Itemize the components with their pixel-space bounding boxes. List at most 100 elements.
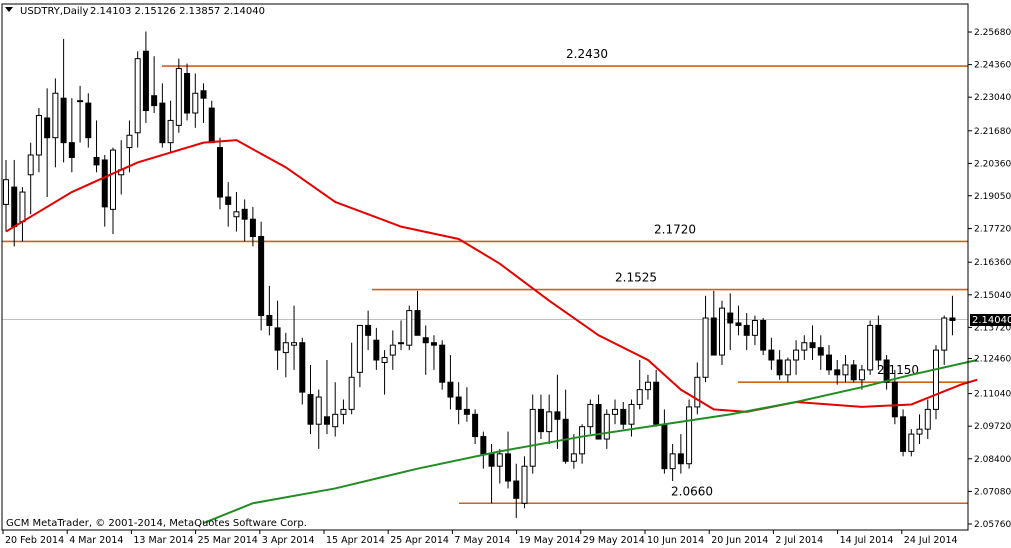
y-tick-label: 2.20360	[974, 159, 1011, 169]
x-tick-label: 25 Apr 2014	[390, 535, 449, 546]
candle-body	[677, 453, 684, 465]
candle-body	[282, 342, 289, 354]
candle-body	[340, 408, 347, 415]
candle-body	[900, 416, 907, 452]
candle-body	[463, 408, 470, 415]
candle-body	[266, 315, 273, 326]
x-tick-label: 29 May 2014	[583, 535, 645, 546]
candle-body	[389, 344, 396, 356]
candle-body	[406, 310, 413, 346]
candle-body	[924, 408, 931, 430]
candle-body	[603, 413, 610, 440]
candle-body	[850, 364, 857, 381]
candle-body	[496, 453, 503, 467]
candle-body	[686, 406, 693, 465]
candle-body	[751, 319, 758, 336]
candle-body	[175, 68, 182, 126]
candle-body	[480, 436, 487, 455]
candle-body	[52, 92, 59, 139]
candle-body	[192, 92, 199, 114]
candle-body	[817, 347, 824, 356]
x-tick-label: 3 Apr 2014	[262, 535, 315, 546]
candle-body	[702, 317, 709, 378]
candle-body	[661, 423, 668, 470]
candle-body	[472, 413, 479, 438]
candle-body	[612, 408, 619, 415]
x-tick-label: 14 Jul 2014	[840, 535, 894, 546]
candle-body	[743, 324, 750, 336]
candle-body	[35, 114, 42, 156]
level-label: 2.1525	[615, 271, 657, 285]
candle-body	[422, 337, 429, 344]
candle-body	[776, 359, 783, 376]
candle-body	[398, 342, 405, 345]
y-tick-label: 2.17720	[974, 225, 1011, 235]
candle-body	[208, 107, 215, 144]
candle-body	[315, 396, 322, 425]
y-tick-label: 2.13720	[974, 323, 1011, 333]
candles	[3, 31, 956, 519]
candle-body	[159, 102, 166, 144]
x-tick-label: 4 Mar 2014	[69, 535, 123, 546]
candle-body	[447, 381, 454, 398]
candle-body	[332, 413, 339, 428]
candle-body	[93, 156, 100, 166]
candle-body	[932, 349, 939, 410]
candle-body	[735, 322, 742, 326]
candle-body	[513, 480, 520, 499]
candle-body	[719, 307, 726, 356]
candle-body	[529, 408, 536, 467]
plot-frame	[1, 3, 969, 531]
candle-body	[225, 196, 232, 205]
candle-body	[521, 465, 528, 504]
candle-body	[505, 453, 512, 482]
candle-body	[587, 403, 594, 428]
y-tick-label: 2.05760	[974, 520, 1011, 530]
candle-body	[44, 117, 51, 139]
candle-body	[455, 396, 462, 410]
candle-body	[488, 453, 495, 467]
candle-body	[826, 354, 832, 371]
candle-body	[842, 364, 849, 376]
candle-body	[570, 453, 577, 462]
candle-body	[579, 426, 586, 455]
candle-body	[85, 102, 92, 139]
candle-body	[620, 408, 627, 425]
candle-body	[595, 403, 602, 440]
candle-body	[323, 416, 330, 425]
candle-body	[430, 342, 437, 346]
candle-body	[167, 119, 174, 144]
candle-body	[628, 403, 635, 425]
candle-body	[916, 428, 923, 435]
dropdown-icon[interactable]	[5, 7, 13, 12]
candle-body	[200, 90, 207, 99]
candle-body	[644, 381, 651, 391]
candle-body	[809, 342, 816, 349]
candle-body	[636, 389, 643, 405]
candle-body	[546, 411, 553, 433]
candle-body	[356, 324, 363, 373]
y-tick-label: 2.21680	[974, 127, 1011, 137]
price-tag	[970, 314, 1011, 326]
candle-body	[760, 319, 767, 351]
candle-body	[373, 339, 380, 361]
candle-body	[101, 159, 108, 208]
level-label: 2.0660	[671, 484, 713, 498]
level-label: 2.2430	[566, 47, 608, 61]
x-tick-label: 25 Mar 2014	[198, 535, 258, 546]
candle-body	[249, 218, 256, 238]
candle-body	[669, 453, 676, 470]
candle-body	[365, 324, 372, 336]
ma-green-line	[203, 359, 978, 524]
y-tick-label: 2.12460	[974, 355, 1011, 365]
x-tick-label: 20 Jun 2014	[711, 535, 768, 546]
price-tag-label: 2.14040	[972, 315, 1011, 326]
candle-body	[439, 344, 446, 383]
candle-body	[834, 369, 841, 376]
candle-body	[27, 154, 34, 176]
y-tick-label: 2.08400	[974, 455, 1011, 465]
candle-body	[875, 324, 882, 361]
candle-body	[381, 357, 388, 363]
candle-body	[109, 149, 116, 210]
